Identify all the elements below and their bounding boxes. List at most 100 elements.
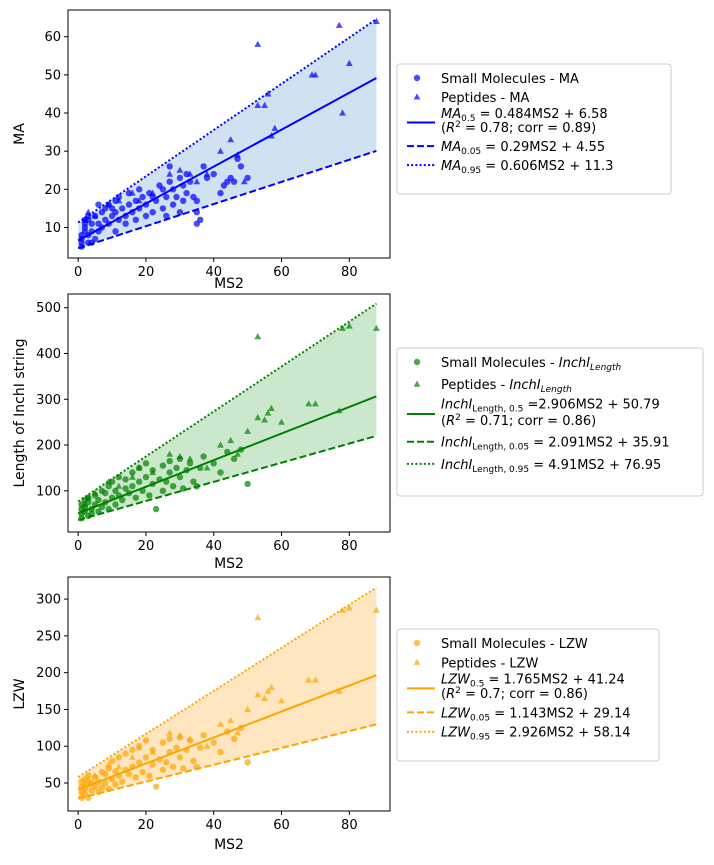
peptide-point [244, 427, 251, 434]
legend-box [396, 347, 704, 497]
small-molecule-point [166, 735, 173, 743]
small-molecule-point [176, 209, 184, 216]
small-molecule-point [129, 746, 136, 754]
small-molecule-point [122, 220, 129, 227]
peptide-point [149, 189, 157, 196]
small-molecule-point [142, 460, 150, 467]
peptide-point [149, 748, 157, 755]
small-molecule-point [210, 739, 217, 746]
x-tick-label: 40 [205, 539, 222, 554]
x-tick-label: 60 [273, 818, 290, 833]
small-molecule-point [176, 174, 184, 182]
peptide-point [84, 494, 92, 501]
small-molecule-point [166, 469, 173, 476]
small-molecule-point [132, 494, 139, 501]
peptide-point [91, 489, 99, 496]
small-molecule-point [139, 193, 146, 201]
small-molecule-point [163, 212, 170, 220]
small-molecule-point [173, 464, 180, 472]
peptide-point [227, 436, 235, 444]
peptide-point [312, 676, 319, 683]
peptide-point [254, 691, 262, 698]
peptide-point [278, 418, 285, 425]
small-molecule-point [129, 483, 136, 490]
small-molecule-point [149, 761, 156, 768]
peptide-point [254, 333, 262, 340]
x-axis-label: MS2 [214, 556, 244, 572]
legend-median-fit: InchILength, 0.5 =2.906MS2 + 50.79 [441, 397, 660, 414]
y-tick-label: 50 [44, 68, 61, 83]
y-tick-label: 400 [36, 347, 61, 362]
peptide-point [240, 178, 248, 185]
panel-ma: 0 20 40 60 80 10 20 30 40 50 60 MS2 MA Small Molecule… [12, 9, 672, 292]
small-molecule-point [169, 763, 177, 770]
small-molecule-point [244, 759, 251, 766]
q95-fit-line [77, 586, 377, 778]
legend-q05-fit: MA0.05 = 0.29MS2 + 4.55 [441, 140, 605, 157]
legend-peptides: Peptides - InchILength [441, 378, 572, 395]
peptide-point [234, 729, 241, 736]
peptide-point [312, 71, 319, 78]
legend-peptides: Peptides - MA [441, 91, 530, 106]
small-molecule-point [200, 163, 207, 170]
small-molecule-point [200, 732, 207, 739]
small-molecule-point [173, 744, 180, 751]
small-molecule-point [142, 212, 150, 220]
y-tick-label: 50 [44, 777, 61, 792]
small-molecule-point [159, 766, 167, 773]
peptide-point [81, 500, 89, 508]
median-fit-line [77, 395, 377, 515]
legend-small-molecules: Small Molecules - InchILength [441, 356, 622, 373]
x-tick-label: 20 [138, 818, 155, 833]
peptide-point [91, 212, 99, 219]
peptide-point [227, 716, 235, 724]
legend-box [396, 63, 672, 195]
small-molecule-point [132, 216, 139, 223]
y-axis-label: Length of InchI string [12, 338, 28, 487]
peptide-point [149, 468, 157, 476]
small-molecule-point [122, 485, 129, 492]
small-molecule-point [166, 178, 173, 185]
legend-median-fit: LZW0.5 = 1.765MS2 + 41.24 [441, 673, 625, 690]
peptide-point [203, 170, 211, 177]
y-tick-label: 200 [36, 439, 61, 454]
small-molecule-point [244, 480, 251, 488]
small-molecule-point [136, 478, 143, 485]
legend-small-molecules: Small Molecules - LZW [441, 637, 588, 652]
peptide-point [115, 763, 123, 770]
y-tick-label: 200 [36, 666, 61, 681]
peptide-point [166, 729, 174, 736]
small-molecule-point [152, 505, 160, 513]
small-molecule-point [122, 476, 129, 483]
x-tick-label: 40 [205, 818, 222, 833]
peptide-point [91, 772, 99, 779]
peptide-point [345, 59, 353, 66]
small-molecule-point [230, 178, 238, 185]
legend-peptides: Peptides - LZW [441, 656, 538, 671]
peptide-point [166, 450, 174, 457]
axes-frame [67, 293, 391, 533]
small-molecule-point [244, 174, 251, 182]
y-tick-label: 30 [44, 145, 61, 160]
x-tick-label: 60 [273, 265, 290, 280]
small-molecule-point [159, 487, 167, 494]
peptide-point [176, 166, 184, 173]
small-molecule-point [217, 748, 224, 756]
peptide-point [217, 720, 224, 727]
peptide-point [186, 735, 194, 742]
peptide-point [271, 124, 279, 131]
peptide-point [345, 322, 353, 329]
peptide-point [339, 324, 346, 331]
y-tick-label: 300 [36, 593, 61, 608]
legend-triangle-marker [413, 93, 421, 100]
peptide-point [335, 21, 343, 28]
x-tick-label: 80 [341, 539, 358, 554]
q05-fit-line [77, 434, 377, 522]
small-molecule-point [125, 771, 133, 778]
small-molecule-point [95, 496, 102, 504]
peptide-point [254, 613, 262, 621]
small-molecule-point [112, 781, 119, 788]
peptide-point [261, 101, 268, 108]
small-molecule-point [112, 501, 119, 508]
peptide-point [234, 450, 241, 457]
